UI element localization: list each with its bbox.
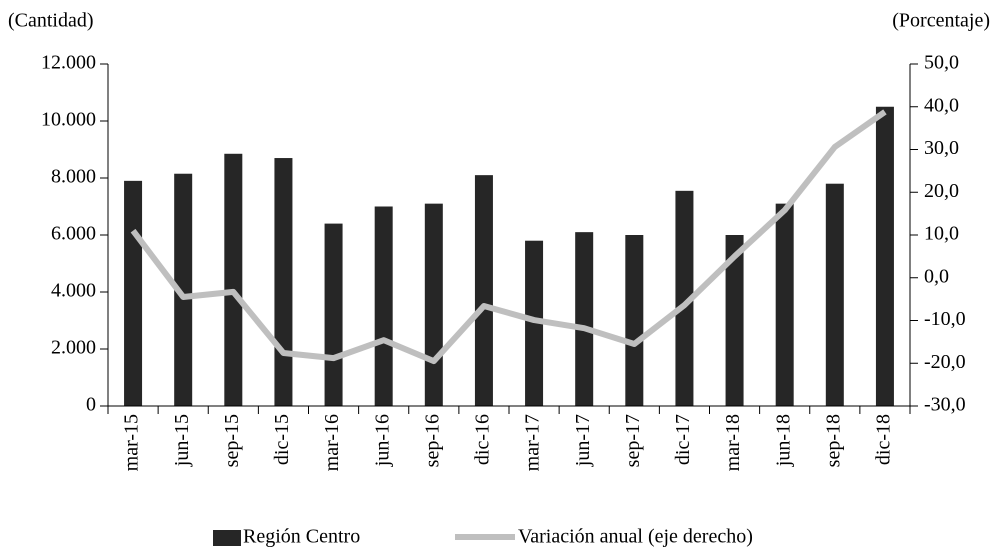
legend-label: Variación anual (eje derecho) [518,526,753,548]
bar [875,106,894,406]
x-tick-label: jun-18 [772,414,794,467]
x-tick-label: mar-15 [121,414,143,471]
y2-tick-label: 10,0 [924,223,959,245]
bar [675,190,694,406]
x-tick-label: sep-18 [822,414,844,467]
y-tick-label: 4.000 [51,280,96,302]
bar [374,206,393,406]
y2-tick-label: 40,0 [924,94,959,116]
y-tick-label: 2.000 [51,337,96,359]
y-tick-label: 6.000 [51,223,96,245]
bar [575,232,594,406]
y2-axis-label: (Porcentaje) [892,10,990,32]
y2-tick-label: 0,0 [924,265,949,287]
bar [124,180,143,406]
x-tick-label: jun-15 [171,414,193,467]
x-tick-label: jun-16 [371,414,393,467]
y2-tick-label: 50,0 [924,52,959,74]
bar [725,235,744,406]
x-tick-label: sep-16 [421,414,443,467]
x-tick-label: dic-16 [472,414,494,465]
x-tick-label: mar-18 [722,414,744,471]
bar [525,240,544,406]
y2-tick-label: -20,0 [924,351,966,373]
bar [224,153,243,406]
legend-label: Región Centro [243,526,360,548]
x-tick-label: jun-17 [572,414,594,467]
y-axis-label: (Cantidad) [8,10,94,32]
x-tick-label: dic-15 [271,414,293,465]
y2-tick-label: -10,0 [924,308,966,330]
bar [775,203,794,406]
line-series [130,109,887,365]
bar [424,203,443,406]
bar [174,173,193,406]
x-tick-label: mar-17 [522,414,544,471]
legend-swatch [213,530,241,546]
x-tick-label: dic-17 [672,414,694,465]
bar [625,235,644,406]
y-tick-label: 12.000 [41,52,96,74]
x-tick-label: dic-18 [873,414,895,465]
x-tick-label: sep-17 [622,414,644,467]
y-tick-label: 10.000 [41,109,96,131]
x-tick-label: mar-16 [321,414,343,471]
bar [274,158,293,406]
bar [474,175,493,406]
bar [324,223,343,406]
y-tick-label: 0 [86,394,96,416]
y2-tick-label: -30,0 [924,394,966,416]
bar [825,183,844,406]
y2-tick-label: 30,0 [924,137,959,159]
x-tick-label: sep-15 [221,414,243,467]
y-tick-label: 8.000 [51,166,96,188]
y2-tick-label: 20,0 [924,180,959,202]
